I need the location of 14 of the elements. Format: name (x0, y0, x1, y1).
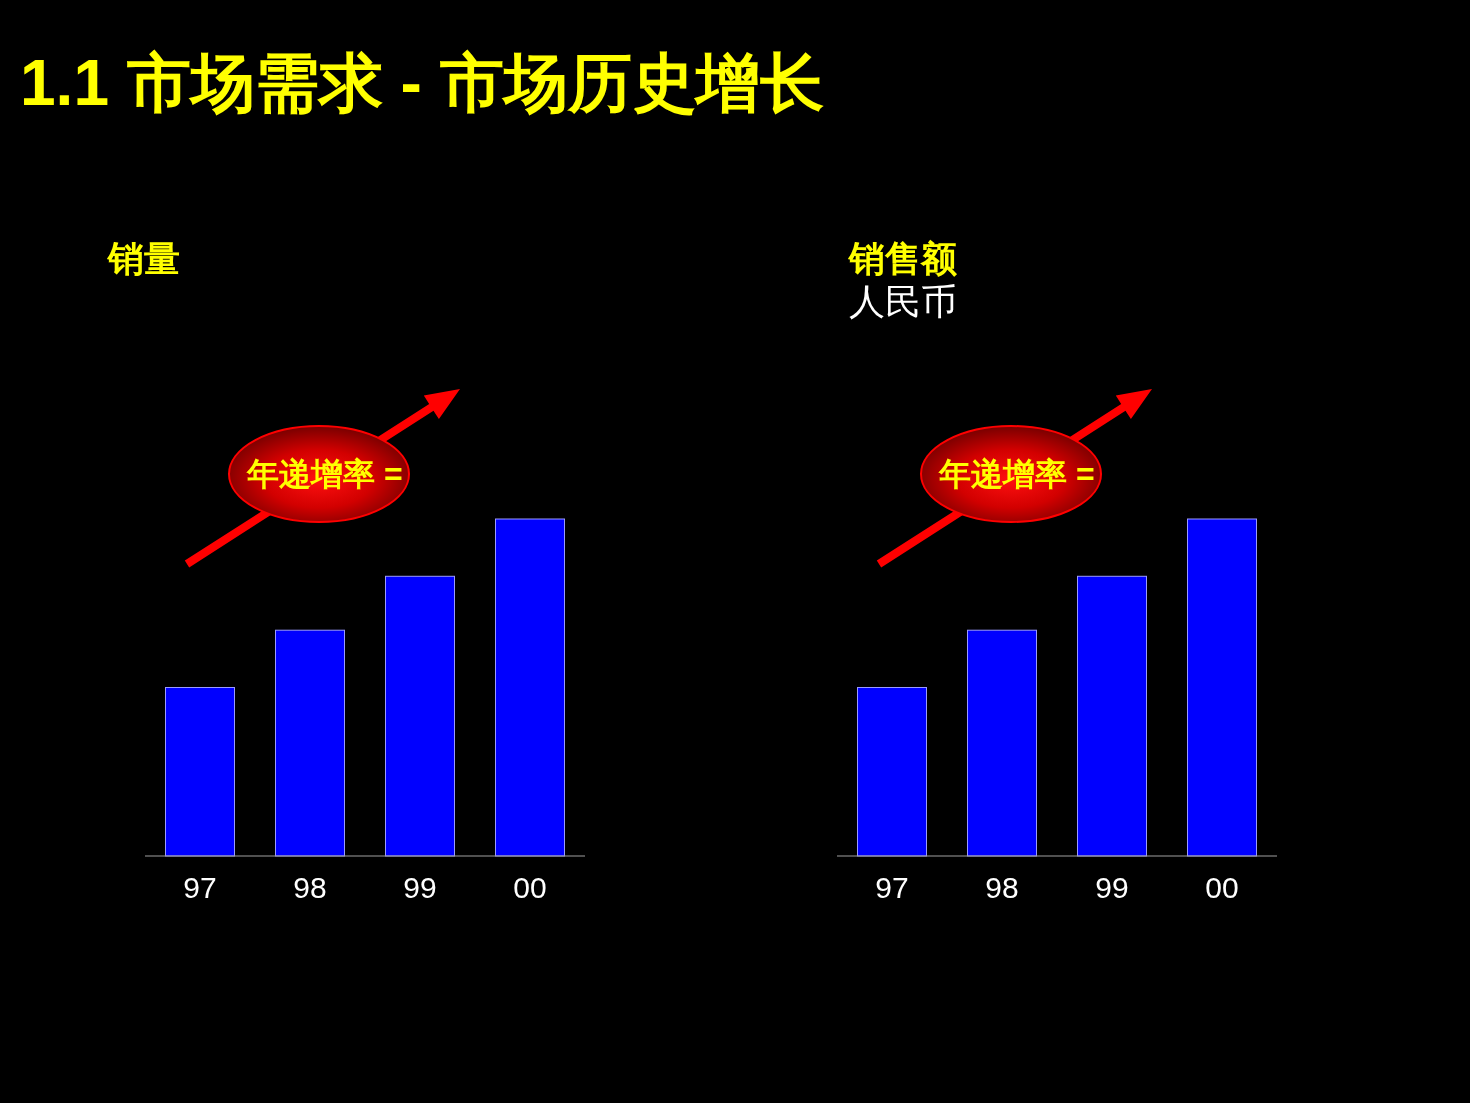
subtitle: 人民币 (849, 281, 957, 322)
annotation-text: 年递增率 = (939, 456, 1095, 492)
xtick-label: 99 (1095, 871, 1129, 904)
xtick-label: 00 (1205, 871, 1239, 904)
title: 1.1 市场需求 - 市场历史增长 (20, 47, 824, 119)
xtick-label: 00 (513, 871, 547, 904)
xtick-label: 99 (403, 871, 437, 904)
xtick-label: 97 (875, 871, 909, 904)
annotation-text: 年递增率 = (247, 456, 403, 492)
xtick-label: 98 (985, 871, 1019, 904)
title: 销售额 (849, 238, 957, 279)
xtick-label: 97 (183, 871, 217, 904)
xtick-label: 98 (293, 871, 327, 904)
title: 销量 (108, 238, 180, 279)
